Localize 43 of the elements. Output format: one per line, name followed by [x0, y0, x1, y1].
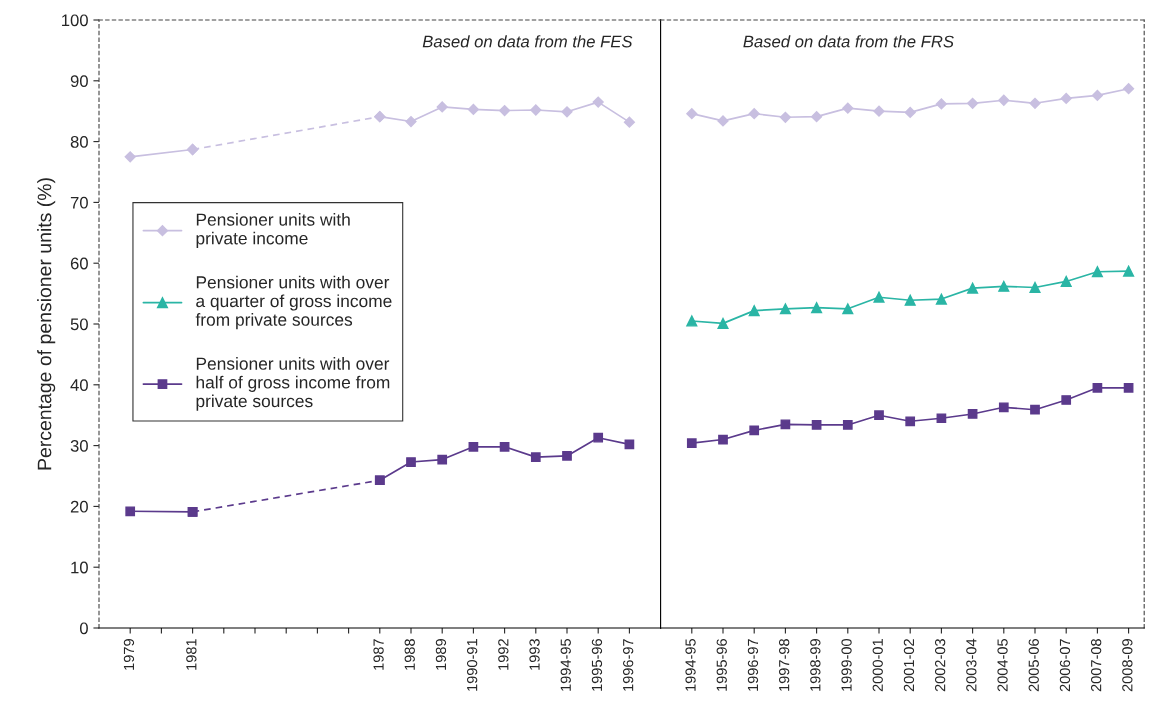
x-tick-label: 1994-95	[560, 639, 571, 691]
legend-label: Pensioner units with over a quarter of gross income from private sources	[195, 275, 392, 330]
y-tick-label: 100	[62, 14, 88, 27]
x-tick-label: 1993	[529, 639, 540, 670]
x-tick-label: 2001-02	[903, 639, 915, 692]
x-tick-label: 1998-99	[810, 639, 821, 691]
x-tick-label: 1995-96	[591, 639, 603, 691]
x-tick-label: 1994-95	[685, 639, 696, 691]
x-tick-label: 1988	[404, 639, 415, 670]
x-tick-label: 1996-97	[747, 639, 759, 691]
annotation: Based on data from the FES	[422, 35, 633, 48]
y-tick-label: 90	[70, 75, 88, 87]
x-tick-label: 2002-03	[934, 639, 946, 692]
y-axis-title: Percentage of pensioner units (%)	[37, 178, 56, 470]
y-tick-label: 40	[70, 379, 88, 391]
y-tick-label: 10	[71, 561, 88, 574]
y-tick-label: 60	[70, 257, 88, 270]
y-tick-label: 80	[70, 136, 88, 148]
x-tick-label: 1989	[435, 639, 447, 670]
y-tick-label: 70	[70, 196, 88, 209]
x-tick-label: 1992	[498, 639, 509, 670]
x-tick-label: 2008-09	[1122, 639, 1133, 692]
x-tick-label: 1981	[186, 639, 197, 670]
x-tick-label: 2003-04	[966, 638, 977, 692]
y-tick-label: 30	[70, 440, 88, 452]
x-tick-label: 1987	[373, 639, 384, 670]
x-tick-label: 2005-06	[1028, 639, 1039, 692]
x-tick-label: 2007-08	[1090, 639, 1102, 692]
x-tick-label: 1990-91	[466, 639, 478, 691]
x-tick-label: 2006-07	[1059, 639, 1071, 692]
x-tick-label: 2004-05	[997, 639, 1008, 692]
x-tick-label: 1995-96	[716, 639, 727, 691]
legend-label: Pensioner units with private income	[196, 213, 350, 248]
legend-label: Pensioner units with over half of gross income from private sources	[196, 357, 390, 411]
x-tick-label: 1979	[123, 639, 135, 670]
x-tick-label: 1997-98	[778, 639, 790, 691]
x-tick-label: 1996-97	[622, 639, 634, 691]
y-tick-label: 50	[70, 318, 88, 331]
annotation: Based on data from the FRS	[743, 35, 954, 48]
y-tick-label: 20	[70, 500, 88, 513]
x-tick-label: 2000-01	[872, 639, 883, 692]
y-tick-label: 0	[79, 622, 88, 635]
x-tick-label: 1999-00	[841, 638, 852, 691]
